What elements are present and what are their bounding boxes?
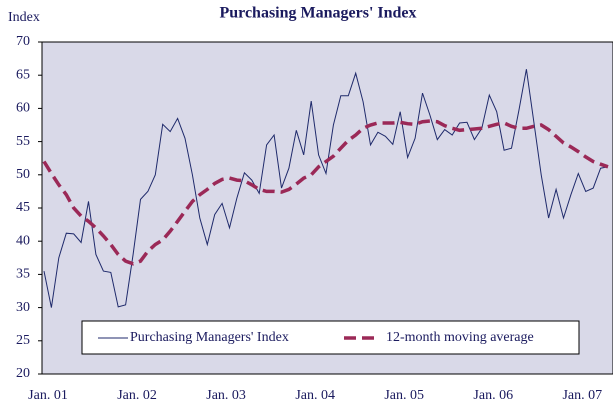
y-tick-label: 70 [16, 34, 30, 49]
series-line [42, 119, 609, 266]
x-tick-label: Jan. 03 [206, 388, 246, 403]
y-tick-label: 20 [16, 366, 30, 381]
x-tick-label: Jan. 05 [384, 388, 424, 403]
y-tick-label: 45 [16, 200, 30, 215]
legend-label: 12-month moving average [386, 330, 534, 345]
legend-box [81, 320, 580, 355]
y-tick-label: 65 [16, 67, 30, 82]
legend-label: Purchasing Managers' Index [130, 330, 289, 345]
y-tick-label: 55 [16, 134, 30, 149]
x-tick-label: Jan. 06 [473, 388, 513, 403]
x-tick-label: Jan. 01 [28, 388, 68, 403]
x-tick-label: Jan. 02 [117, 388, 157, 403]
y-tick-label: 40 [16, 233, 30, 248]
plot-area [41, 41, 613, 375]
x-tick-label: Jan. 07 [562, 388, 602, 403]
x-tick-label: Jan. 04 [295, 388, 335, 403]
y-tick-label: 60 [16, 101, 30, 116]
series-line [43, 69, 609, 308]
y-tick-label: 30 [16, 300, 30, 315]
chart-title: Purchasing Managers' Index [219, 5, 416, 22]
y-tick-label: 50 [16, 167, 30, 182]
y-axis-label: Index [8, 10, 40, 25]
y-tick-label: 35 [16, 267, 30, 282]
y-tick-label: 25 [16, 333, 30, 348]
